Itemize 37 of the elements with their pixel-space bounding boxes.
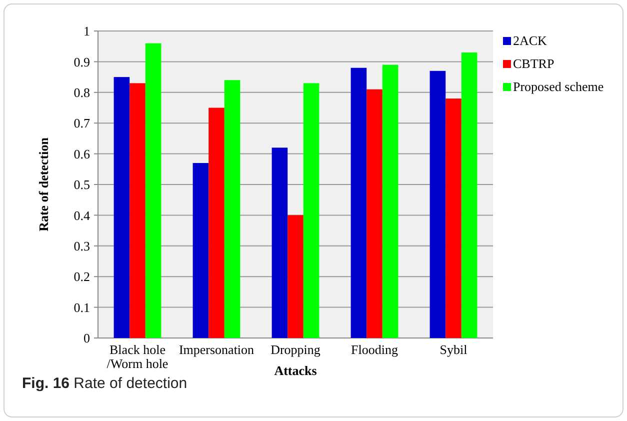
y-tick-label: 0.5 (74, 177, 90, 192)
x-tick-label: Impersonation (178, 342, 255, 357)
y-axis-title: Rate of detection (36, 136, 51, 232)
y-tick-label: 0.6 (74, 146, 90, 162)
caption: Fig. 16 Rate of detection (22, 375, 188, 392)
x-tick-label: Sybil (440, 342, 468, 357)
bar (130, 83, 146, 338)
bar (461, 52, 478, 338)
x-axis-title: Attacks (274, 363, 317, 378)
bar (272, 148, 288, 338)
x-tick-label: Dropping (270, 342, 321, 357)
bar (446, 98, 462, 338)
legend-label: CBTRP (513, 56, 554, 71)
legend-label: 2ACK (513, 33, 548, 48)
bar (303, 83, 320, 338)
bar (430, 70, 446, 338)
y-tick-label: 0.9 (74, 54, 90, 70)
y-tick-label: 0.2 (74, 269, 90, 284)
bar (224, 80, 240, 338)
y-tick-label: 0.4 (74, 208, 90, 223)
y-tick-label: 0.3 (74, 238, 90, 254)
x-tick-label: Black hole /Worm hole (106, 342, 168, 371)
y-tick-label: 0.7 (74, 116, 90, 131)
y-tick-label: 0.1 (74, 300, 90, 315)
bar (366, 89, 382, 338)
bar (208, 108, 224, 338)
x-tick-label: Flooding (351, 342, 398, 357)
bar (350, 68, 367, 338)
legend-label: Proposed scheme (513, 79, 604, 94)
y-tick-label: 0.8 (74, 84, 90, 100)
y-tick-label: 0 (84, 330, 90, 346)
bar (288, 215, 304, 338)
bar (192, 163, 209, 338)
bar (145, 43, 162, 338)
y-tick-label: 1 (84, 24, 90, 39)
bar (114, 77, 130, 338)
bar (382, 64, 398, 338)
